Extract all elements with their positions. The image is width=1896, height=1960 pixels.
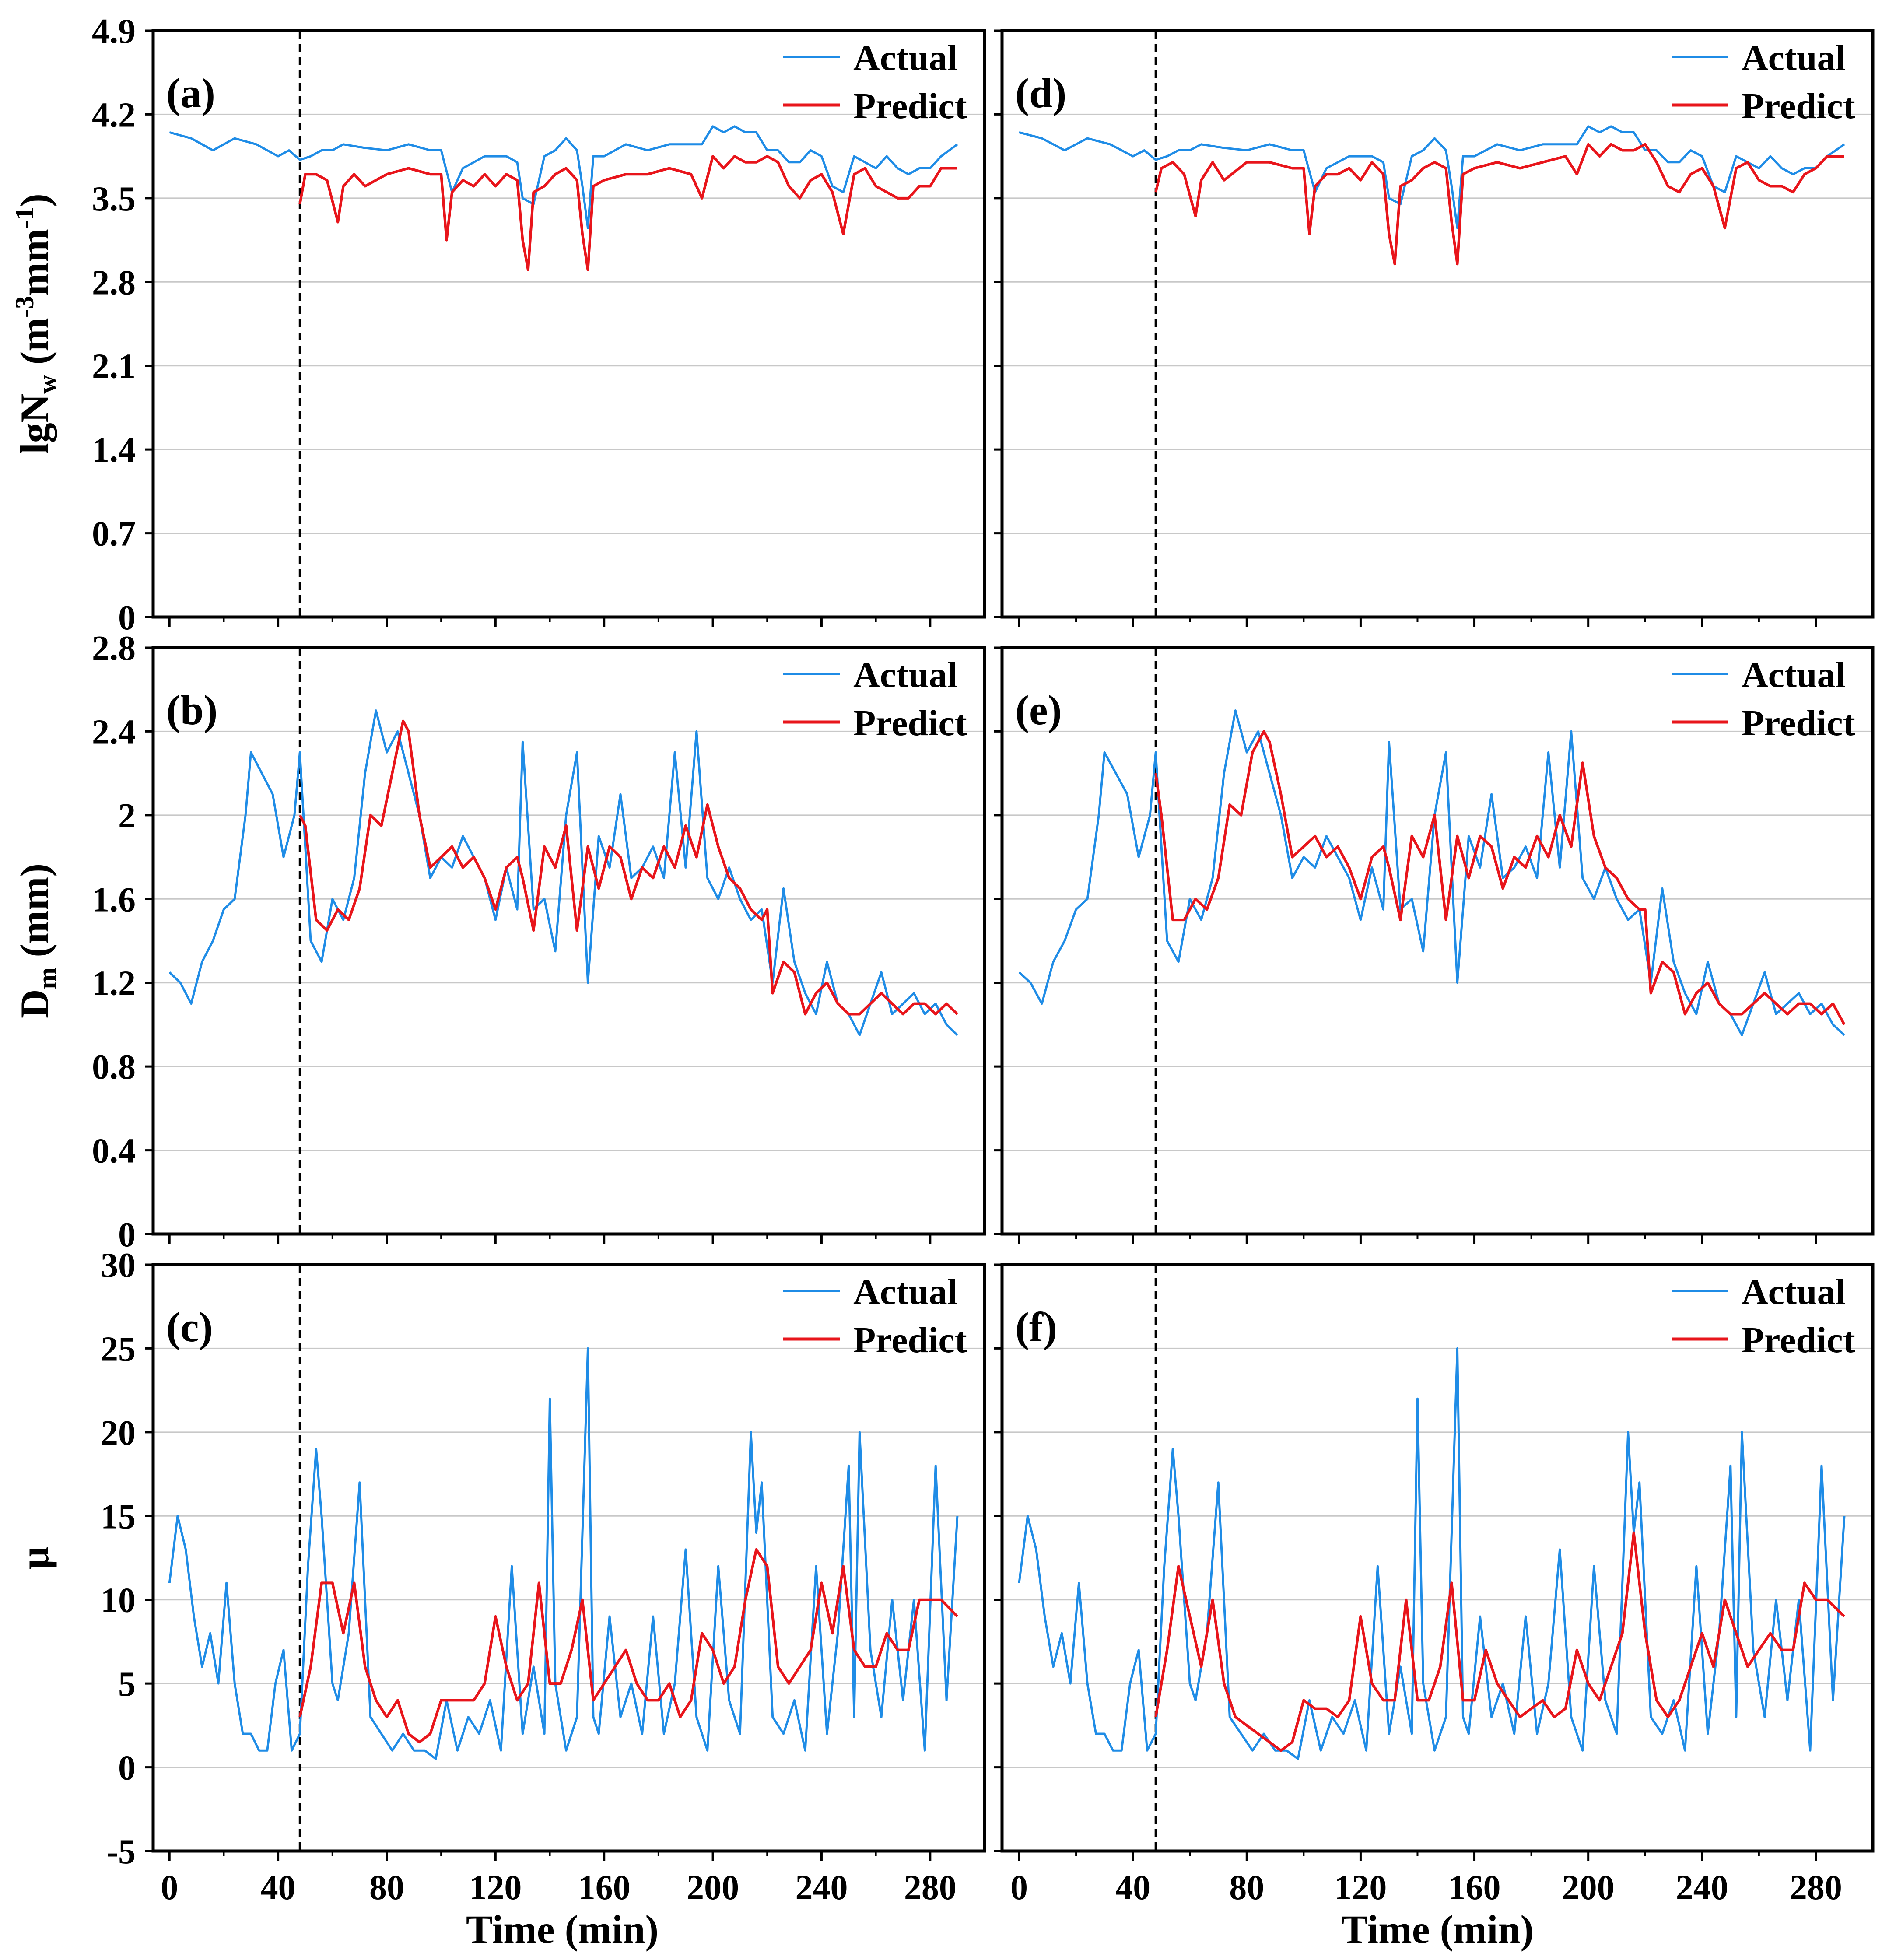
legend-label-actual: Actual bbox=[1742, 38, 1846, 78]
y-tick-label: 10 bbox=[101, 1581, 136, 1620]
y-tick-label: 5 bbox=[118, 1665, 136, 1704]
plot-frame bbox=[1000, 29, 1875, 619]
plot-frame bbox=[1000, 1263, 1875, 1853]
y-tick-label: 0.7 bbox=[92, 515, 136, 554]
series-line-predict bbox=[1154, 143, 1844, 266]
legend-label-predict: Predict bbox=[853, 703, 967, 743]
y-tick-label: 2.8 bbox=[92, 629, 136, 668]
panel-d: (d) Actual Predict bbox=[994, 29, 1875, 627]
y-tick-label: 0 bbox=[118, 1216, 136, 1254]
x-tick-label: 80 bbox=[1229, 1869, 1264, 1907]
y-tick-label: 3.5 bbox=[92, 180, 136, 218]
plot-frame bbox=[1000, 646, 1875, 1236]
legend-label-actual: Actual bbox=[1742, 655, 1846, 695]
y-tick-label: 25 bbox=[101, 1330, 136, 1368]
series-line-actual bbox=[1019, 125, 1845, 229]
panel-e: (e) Actual Predict bbox=[994, 646, 1875, 1244]
y-axis-title-part: m bbox=[33, 968, 62, 989]
y-tick-label: 4.9 bbox=[92, 12, 136, 51]
y-tick-label: 2.8 bbox=[92, 263, 136, 302]
x-tick-label: 0 bbox=[161, 1869, 178, 1907]
y-axis-title-part: mm bbox=[12, 229, 57, 296]
plot-frame bbox=[151, 646, 986, 1236]
x-tick-label: 40 bbox=[1115, 1869, 1150, 1907]
series-line-actual bbox=[168, 1347, 959, 1760]
series-line-predict bbox=[1154, 1531, 1846, 1752]
y-axis-title-part: μ bbox=[12, 1546, 57, 1569]
y-tick-label: 1.6 bbox=[92, 880, 136, 919]
x-tick-label: 120 bbox=[1334, 1869, 1387, 1907]
y-tick-label: 2.4 bbox=[92, 713, 136, 751]
y-axis-title-part: -1 bbox=[10, 207, 39, 229]
y-tick-label: 0.8 bbox=[92, 1048, 136, 1087]
panel-c: -5 0 5 10 15 20 25 30 0 40 80 120 160 200 240 280 (c) Act… bbox=[12, 1246, 986, 1907]
y-tick-label: 30 bbox=[101, 1246, 136, 1285]
y-tick-label: 20 bbox=[101, 1414, 136, 1452]
series-line-actual bbox=[1018, 1347, 1846, 1760]
x-tick-label: 40 bbox=[261, 1869, 296, 1907]
plot-frame bbox=[151, 29, 986, 619]
x-tick-label: 240 bbox=[795, 1869, 848, 1907]
legend-label-actual: Actual bbox=[853, 38, 957, 78]
legend-label-predict: Predict bbox=[1742, 86, 1855, 126]
x-tick-label: 240 bbox=[1676, 1869, 1728, 1907]
y-axis-title-part: ) bbox=[12, 193, 57, 207]
y-axis-title: lgNw (m-3mm-1) bbox=[10, 193, 62, 454]
y-tick-label: 0 bbox=[118, 599, 136, 637]
y-tick-label: 1.2 bbox=[92, 964, 136, 1003]
x-tick-label: 120 bbox=[469, 1869, 522, 1907]
panel-label: (e) bbox=[1015, 687, 1062, 733]
series-line-actual bbox=[1018, 709, 1845, 1036]
series-line-predict bbox=[298, 1548, 959, 1744]
series-line-predict bbox=[1154, 730, 1846, 1025]
y-tick-label: 4.2 bbox=[92, 96, 136, 134]
y-tick-label: 0.4 bbox=[92, 1132, 136, 1171]
x-tick-label: 280 bbox=[904, 1869, 957, 1907]
series-line-predict bbox=[298, 719, 958, 1016]
panel-label: (c) bbox=[166, 1304, 213, 1350]
plot-frame bbox=[151, 1263, 986, 1853]
x-tick-label: 160 bbox=[1448, 1869, 1501, 1907]
legend-label-actual: Actual bbox=[1742, 1272, 1846, 1312]
panel-b: 0 0.4 0.8 1.2 1.6 2 2.4 2.8 (b) Actual Predict Dm (… bbox=[12, 629, 986, 1254]
y-tick-label: 2.1 bbox=[92, 347, 136, 386]
y-axis-title-part: (m bbox=[12, 318, 57, 375]
y-tick-label: 2 bbox=[118, 797, 136, 835]
y-tick-label: 15 bbox=[101, 1497, 136, 1536]
series-line-actual bbox=[168, 709, 958, 1036]
y-axis-title-part: lgN bbox=[12, 394, 57, 454]
series-line-predict bbox=[298, 155, 957, 271]
y-axis-title-part: D bbox=[12, 989, 57, 1018]
x-tick-label: 80 bbox=[369, 1869, 404, 1907]
y-axis-title-part: (mm) bbox=[12, 863, 57, 968]
panel-label: (d) bbox=[1015, 70, 1066, 116]
y-tick-label: 0 bbox=[118, 1749, 136, 1788]
x-tick-label: 200 bbox=[687, 1869, 739, 1907]
series-line-actual bbox=[169, 125, 958, 229]
y-axis-title-part: w bbox=[33, 375, 62, 394]
legend-label-predict: Predict bbox=[853, 1320, 967, 1360]
x-axis-title-left: Time (min) bbox=[466, 1907, 659, 1952]
x-axis-title-right: Time (min) bbox=[1341, 1907, 1534, 1952]
y-tick-label: 1.4 bbox=[92, 431, 136, 470]
panel-label: (a) bbox=[166, 70, 215, 116]
legend-label-predict: Predict bbox=[853, 86, 967, 126]
legend-label-actual: Actual bbox=[853, 1272, 957, 1312]
legend-label-actual: Actual bbox=[853, 655, 957, 695]
y-axis-title: Dm (mm) bbox=[12, 863, 62, 1018]
y-axis-title: μ bbox=[12, 1546, 57, 1569]
x-tick-label: 160 bbox=[578, 1869, 631, 1907]
x-tick-label: 280 bbox=[1790, 1869, 1842, 1907]
panel-label: (b) bbox=[166, 687, 217, 733]
y-tick-label: -5 bbox=[106, 1833, 136, 1871]
panel-f: 0 40 80 120 160 200 240 280 (f) Actual Predict bbox=[994, 1263, 1875, 1907]
panel-label: (f) bbox=[1015, 1304, 1057, 1350]
x-tick-label: 200 bbox=[1562, 1869, 1615, 1907]
legend-label-predict: Predict bbox=[1742, 703, 1855, 743]
panel-a: 0 0.7 1.4 2.1 2.8 3.5 4.2 4.9 (a) Actual Predict lg… bbox=[10, 12, 986, 637]
x-tick-label: 0 bbox=[1010, 1869, 1028, 1907]
legend-label-predict: Predict bbox=[1742, 1320, 1855, 1360]
y-axis-title-part: -3 bbox=[10, 296, 39, 318]
